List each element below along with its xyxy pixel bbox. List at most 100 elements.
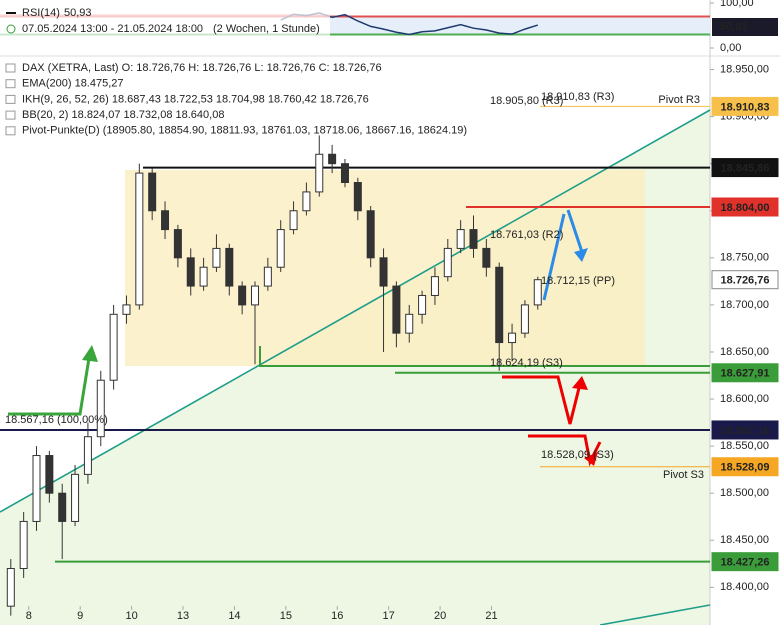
rsi-value: 50,93 [64, 7, 92, 19]
candle-body [379, 257, 388, 287]
arrow [528, 434, 602, 467]
arrow [8, 351, 92, 416]
trend-line [599, 604, 711, 626]
price-label: 18.427,26 [721, 557, 770, 569]
price-label-box [711, 457, 779, 477]
y-tick-label: 18.550,00 [720, 440, 769, 452]
arrow [566, 209, 584, 253]
arrowhead [574, 248, 588, 262]
x-tick-label: 15 [280, 610, 292, 622]
candle-body [58, 492, 67, 522]
candle-body [83, 436, 92, 475]
price-label-box [711, 158, 779, 178]
annotation: 18.567,16 (100,00%) [5, 414, 108, 426]
annotation: 18.624,19 (S3) [490, 357, 563, 369]
y-tick-label: 18.650,00 [720, 346, 769, 358]
candle-body [45, 455, 54, 494]
candle-body [32, 455, 41, 522]
rsi-tick-label: 0,00 [720, 42, 741, 54]
price-label: 18.627,91 [721, 368, 770, 380]
period: (2 Wochen, 1 Stunde) [213, 23, 320, 35]
candle-body [430, 276, 439, 296]
candle-body [276, 229, 285, 268]
legend-icon [5, 79, 16, 89]
price-label: 18.528,09 [721, 462, 770, 474]
x-tick-label: 20 [434, 610, 446, 622]
candle-body [148, 172, 157, 212]
price-label: 18.567,16 [721, 425, 770, 437]
candle-body [263, 266, 272, 287]
price-label-box [711, 270, 779, 290]
candle-body [225, 247, 234, 287]
rsi-value-axis-label: 50,93 [720, 21, 748, 33]
x-tick-label: 16 [331, 610, 343, 622]
legend-entry: Pivot-Punkte(D) (18905.80, 18854.90, 188… [22, 125, 467, 137]
candle-body [418, 294, 427, 315]
y-tick-label: 18.600,00 [720, 393, 769, 405]
candle-body [340, 163, 349, 184]
candle-body [186, 257, 195, 287]
y-tick-label: 18.750,00 [720, 252, 769, 264]
candle-body [353, 182, 362, 212]
candle-body [96, 379, 105, 438]
date-icon [6, 24, 16, 34]
arrowhead [572, 376, 588, 390]
y-tick-label: 18.450,00 [720, 534, 769, 546]
annotation: 18.761,03 (R2) [490, 229, 563, 241]
annotation: 18.528,09 (S3) [541, 449, 614, 461]
candle-body [366, 210, 375, 259]
legend-entry: EMA(200) 18.475,27 [22, 78, 124, 90]
candle-body [109, 313, 118, 381]
candle-body [443, 247, 452, 278]
legend-entry: BB(20, 2) 18.824,07 18.732,08 18.640,08 [22, 109, 224, 121]
candle-body [6, 568, 15, 607]
rsi-tick-label: 100,00 [720, 0, 754, 9]
candle-body [328, 153, 337, 165]
candle-body [405, 313, 414, 334]
arrowhead [584, 452, 598, 466]
annotation: 18.905,80 (R3) [490, 95, 563, 107]
support-line [259, 346, 710, 367]
legend-icon [5, 94, 16, 104]
annotation: 18.712,15 (PP) [541, 275, 615, 287]
candle-body [122, 304, 131, 315]
rsi-legend-bg [0, 4, 330, 38]
x-tick-label: 17 [383, 610, 395, 622]
candle-body [199, 266, 208, 287]
candle-body [482, 247, 491, 268]
price-label: 18.910,83 [721, 101, 770, 113]
candle-body [71, 473, 80, 522]
legend-icon [5, 126, 16, 136]
x-tick-label: 10 [125, 610, 137, 622]
legend-entry: IKH(9, 26, 52, 26) 18.687,43 18.722,53 1… [22, 93, 369, 105]
trend-line [0, 109, 711, 513]
x-tick-label: 9 [77, 610, 83, 622]
candle-body [161, 210, 170, 231]
candle-body [19, 520, 28, 570]
arrowhead [82, 345, 98, 362]
legend-icon [5, 63, 16, 73]
price-label-box [711, 420, 779, 440]
x-tick-label: 14 [228, 610, 240, 622]
price-label-box [711, 363, 779, 383]
price-label-box [711, 96, 779, 116]
candle-body [508, 332, 517, 344]
candle-body [289, 210, 298, 231]
price-label-box [711, 552, 779, 572]
candle-body [495, 266, 504, 344]
candle-body [173, 229, 182, 259]
x-tick-label: 21 [485, 610, 497, 622]
candle-body [520, 304, 529, 334]
rsi-value-box [712, 18, 778, 36]
candle-body [392, 285, 401, 334]
x-tick-label: 13 [177, 610, 189, 622]
price-label-box [711, 197, 779, 217]
y-tick-label: 18.950,00 [720, 63, 769, 75]
rsi-title: RSI(14) [22, 7, 60, 19]
x-tick-label: 8 [26, 610, 32, 622]
candle-body [302, 191, 311, 212]
candle-body [212, 247, 221, 268]
price-label: 18.804,00 [721, 202, 770, 214]
legend-icon [5, 110, 16, 120]
